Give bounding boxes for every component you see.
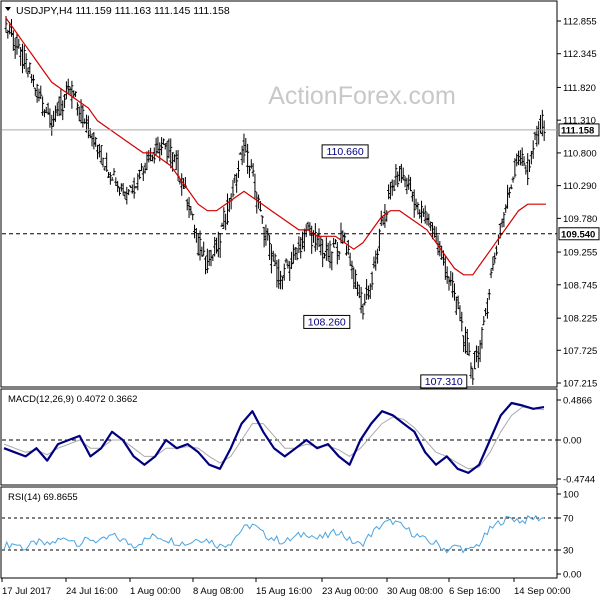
price-tick-label: 111.820	[563, 83, 596, 94]
price-tick-label: 107.725	[563, 346, 597, 357]
x-tick-label: 8 Aug 08:00	[193, 586, 244, 597]
x-tick-label: 15 Aug 16:00	[256, 586, 312, 597]
rsi-title: RSI(14) 69.8655	[8, 492, 78, 503]
macd-tick-label: 0.4866	[563, 396, 592, 407]
x-tick-label: 6 Sep 16:00	[449, 586, 500, 597]
price-highlight-label: 111.158	[561, 125, 594, 136]
macd-title: MACD(12,26,9) 0.4072 0.3662	[8, 394, 137, 405]
price-highlight-box	[558, 227, 600, 241]
price-tick-label: 107.215	[563, 379, 597, 390]
price-tick-label: 112.345	[563, 49, 597, 60]
collapse-triangle-icon[interactable]	[5, 7, 11, 11]
price-tick-label: 110.800	[563, 148, 597, 159]
price-tick-label: 108.745	[563, 280, 597, 291]
rsi-tick-label: 70	[563, 514, 574, 525]
price-tick-label: 112.855	[563, 17, 597, 28]
price-tick-label: 111.310	[563, 116, 596, 127]
x-tick-label: 24 Jul 16:00	[66, 586, 118, 597]
price-tick-label: 110.290	[563, 181, 597, 192]
price-annotation-label: 108.260	[308, 316, 346, 328]
price-tick-label: 108.225	[563, 314, 597, 325]
price-annotation-box	[321, 144, 369, 159]
rsi-line	[3, 514, 545, 554]
x-tick-label: 14 Sep 00:00	[514, 586, 571, 597]
macd-tick-label: 0.00	[563, 436, 582, 447]
symbol-quote-label: USDJPY,H4 111.159 111.163 111.145 111.15…	[16, 5, 230, 17]
watermark-text: ActionForex.com	[268, 82, 456, 110]
x-tick-label: 30 Aug 08:00	[387, 586, 443, 597]
rsi-tick-label: 30	[563, 546, 574, 557]
price-tick-label: 109.255	[563, 248, 597, 259]
macd-main-line	[3, 401, 545, 474]
price-annotation-label: 110.660	[327, 146, 364, 158]
x-tick-label: 1 Aug 00:00	[130, 586, 181, 597]
price-highlight-box	[558, 123, 600, 137]
x-tick-label: 17 Jul 2017	[2, 586, 51, 597]
macd-tick-label: -0.4744	[563, 475, 595, 486]
price-highlight-label: 109.540	[561, 229, 595, 240]
rsi-pane-frame	[0, 486, 558, 579]
price-pane-frame	[0, 0, 558, 388]
rsi-tick-label: 100	[563, 490, 579, 501]
price-tick-label: 109.780	[563, 214, 597, 225]
x-tick-label: 23 Aug 00:00	[322, 586, 378, 597]
macd-pane-frame	[0, 388, 558, 486]
price-annotation-label: 107.310	[425, 376, 463, 388]
price-annotation-box	[420, 374, 468, 389]
rsi-tick-label: 0.00	[563, 570, 582, 581]
price-annotation-box	[303, 314, 351, 329]
macd-signal-line	[3, 406, 545, 470]
moving-average-line	[5, 17, 546, 276]
